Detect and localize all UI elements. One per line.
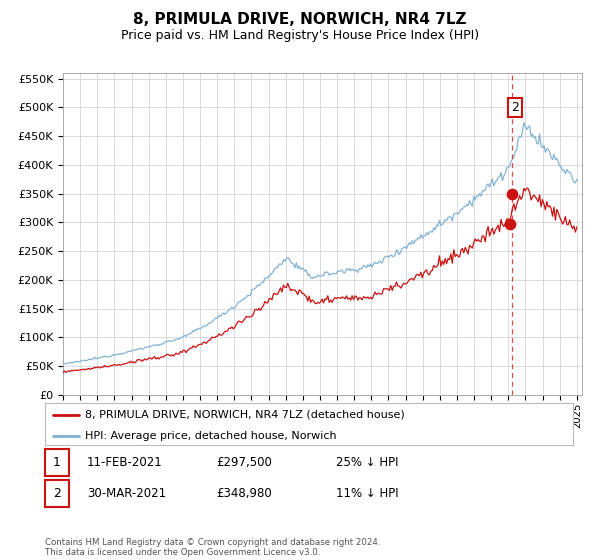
Text: HPI: Average price, detached house, Norwich: HPI: Average price, detached house, Norw…: [85, 431, 336, 441]
Point: [505, 220, 515, 228]
Text: 25% ↓ HPI: 25% ↓ HPI: [336, 456, 398, 469]
Text: 1: 1: [53, 456, 61, 469]
Text: 8, PRIMULA DRIVE, NORWICH, NR4 7LZ (detached house): 8, PRIMULA DRIVE, NORWICH, NR4 7LZ (deta…: [85, 410, 404, 420]
Text: 2: 2: [511, 101, 519, 114]
Point: [507, 190, 517, 199]
Text: Contains HM Land Registry data © Crown copyright and database right 2024.
This d: Contains HM Land Registry data © Crown c…: [45, 538, 380, 557]
Text: £297,500: £297,500: [216, 456, 272, 469]
Text: 11% ↓ HPI: 11% ↓ HPI: [336, 487, 398, 500]
Text: 8, PRIMULA DRIVE, NORWICH, NR4 7LZ: 8, PRIMULA DRIVE, NORWICH, NR4 7LZ: [133, 12, 467, 27]
Text: £348,980: £348,980: [216, 487, 272, 500]
Text: 30-MAR-2021: 30-MAR-2021: [87, 487, 166, 500]
Text: 11-FEB-2021: 11-FEB-2021: [87, 456, 163, 469]
Text: Price paid vs. HM Land Registry's House Price Index (HPI): Price paid vs. HM Land Registry's House …: [121, 29, 479, 42]
Text: 2: 2: [53, 487, 61, 500]
